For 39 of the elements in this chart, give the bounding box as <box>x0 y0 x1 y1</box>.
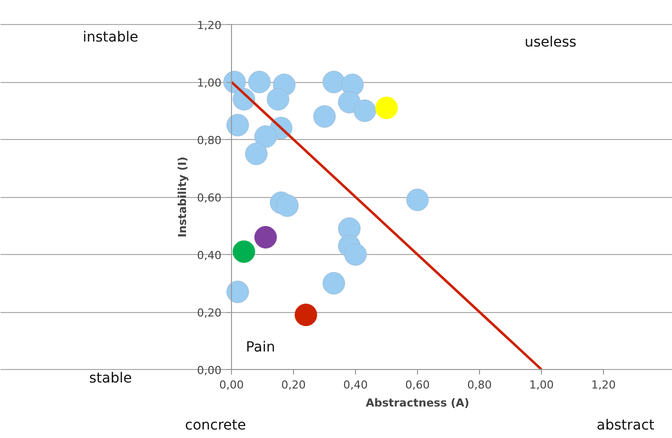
point <box>254 125 277 148</box>
annotation: useless <box>524 34 576 50</box>
y-tick-label: 0,00 <box>197 364 222 377</box>
point <box>322 70 346 94</box>
y-tick-label: 0,40 <box>197 249 222 262</box>
y-tick-label: 0,60 <box>197 192 222 204</box>
point <box>313 105 336 128</box>
x-tick-label: 1,20 <box>591 378 616 392</box>
y-axis-title: Instability (I) <box>176 156 190 238</box>
text: concrete <box>185 418 246 434</box>
point <box>226 280 249 304</box>
point <box>232 240 256 263</box>
y-tick-label: 0,80 <box>197 134 222 147</box>
point <box>354 100 376 122</box>
x-axis-title: Abstractness (A) <box>366 396 470 410</box>
point <box>294 304 318 326</box>
text: abstract <box>596 418 655 434</box>
y-tick-label: 0,20 <box>197 306 222 320</box>
point <box>344 243 367 266</box>
x-tick-label: 0,80 <box>467 378 492 392</box>
text: stable <box>89 370 132 386</box>
point <box>375 96 398 120</box>
point <box>226 114 249 136</box>
point <box>322 272 346 294</box>
y-tick-label: 1,00 <box>197 76 222 90</box>
text: instable <box>82 30 138 46</box>
x-tick-label: 0,60 <box>405 378 430 392</box>
x-tick-label: 0,20 <box>281 378 306 392</box>
x-tick-label: 0,00 <box>219 378 244 392</box>
point <box>254 226 277 248</box>
point <box>266 88 290 110</box>
point <box>406 188 429 212</box>
annotation: Pain <box>246 340 276 356</box>
point <box>248 70 271 94</box>
x-tick-label: 0,40 <box>343 378 368 392</box>
point <box>276 194 299 217</box>
y-tick-label: 1,20 <box>197 19 222 32</box>
point <box>245 142 268 166</box>
x-tick-label: 1,00 <box>529 378 554 392</box>
